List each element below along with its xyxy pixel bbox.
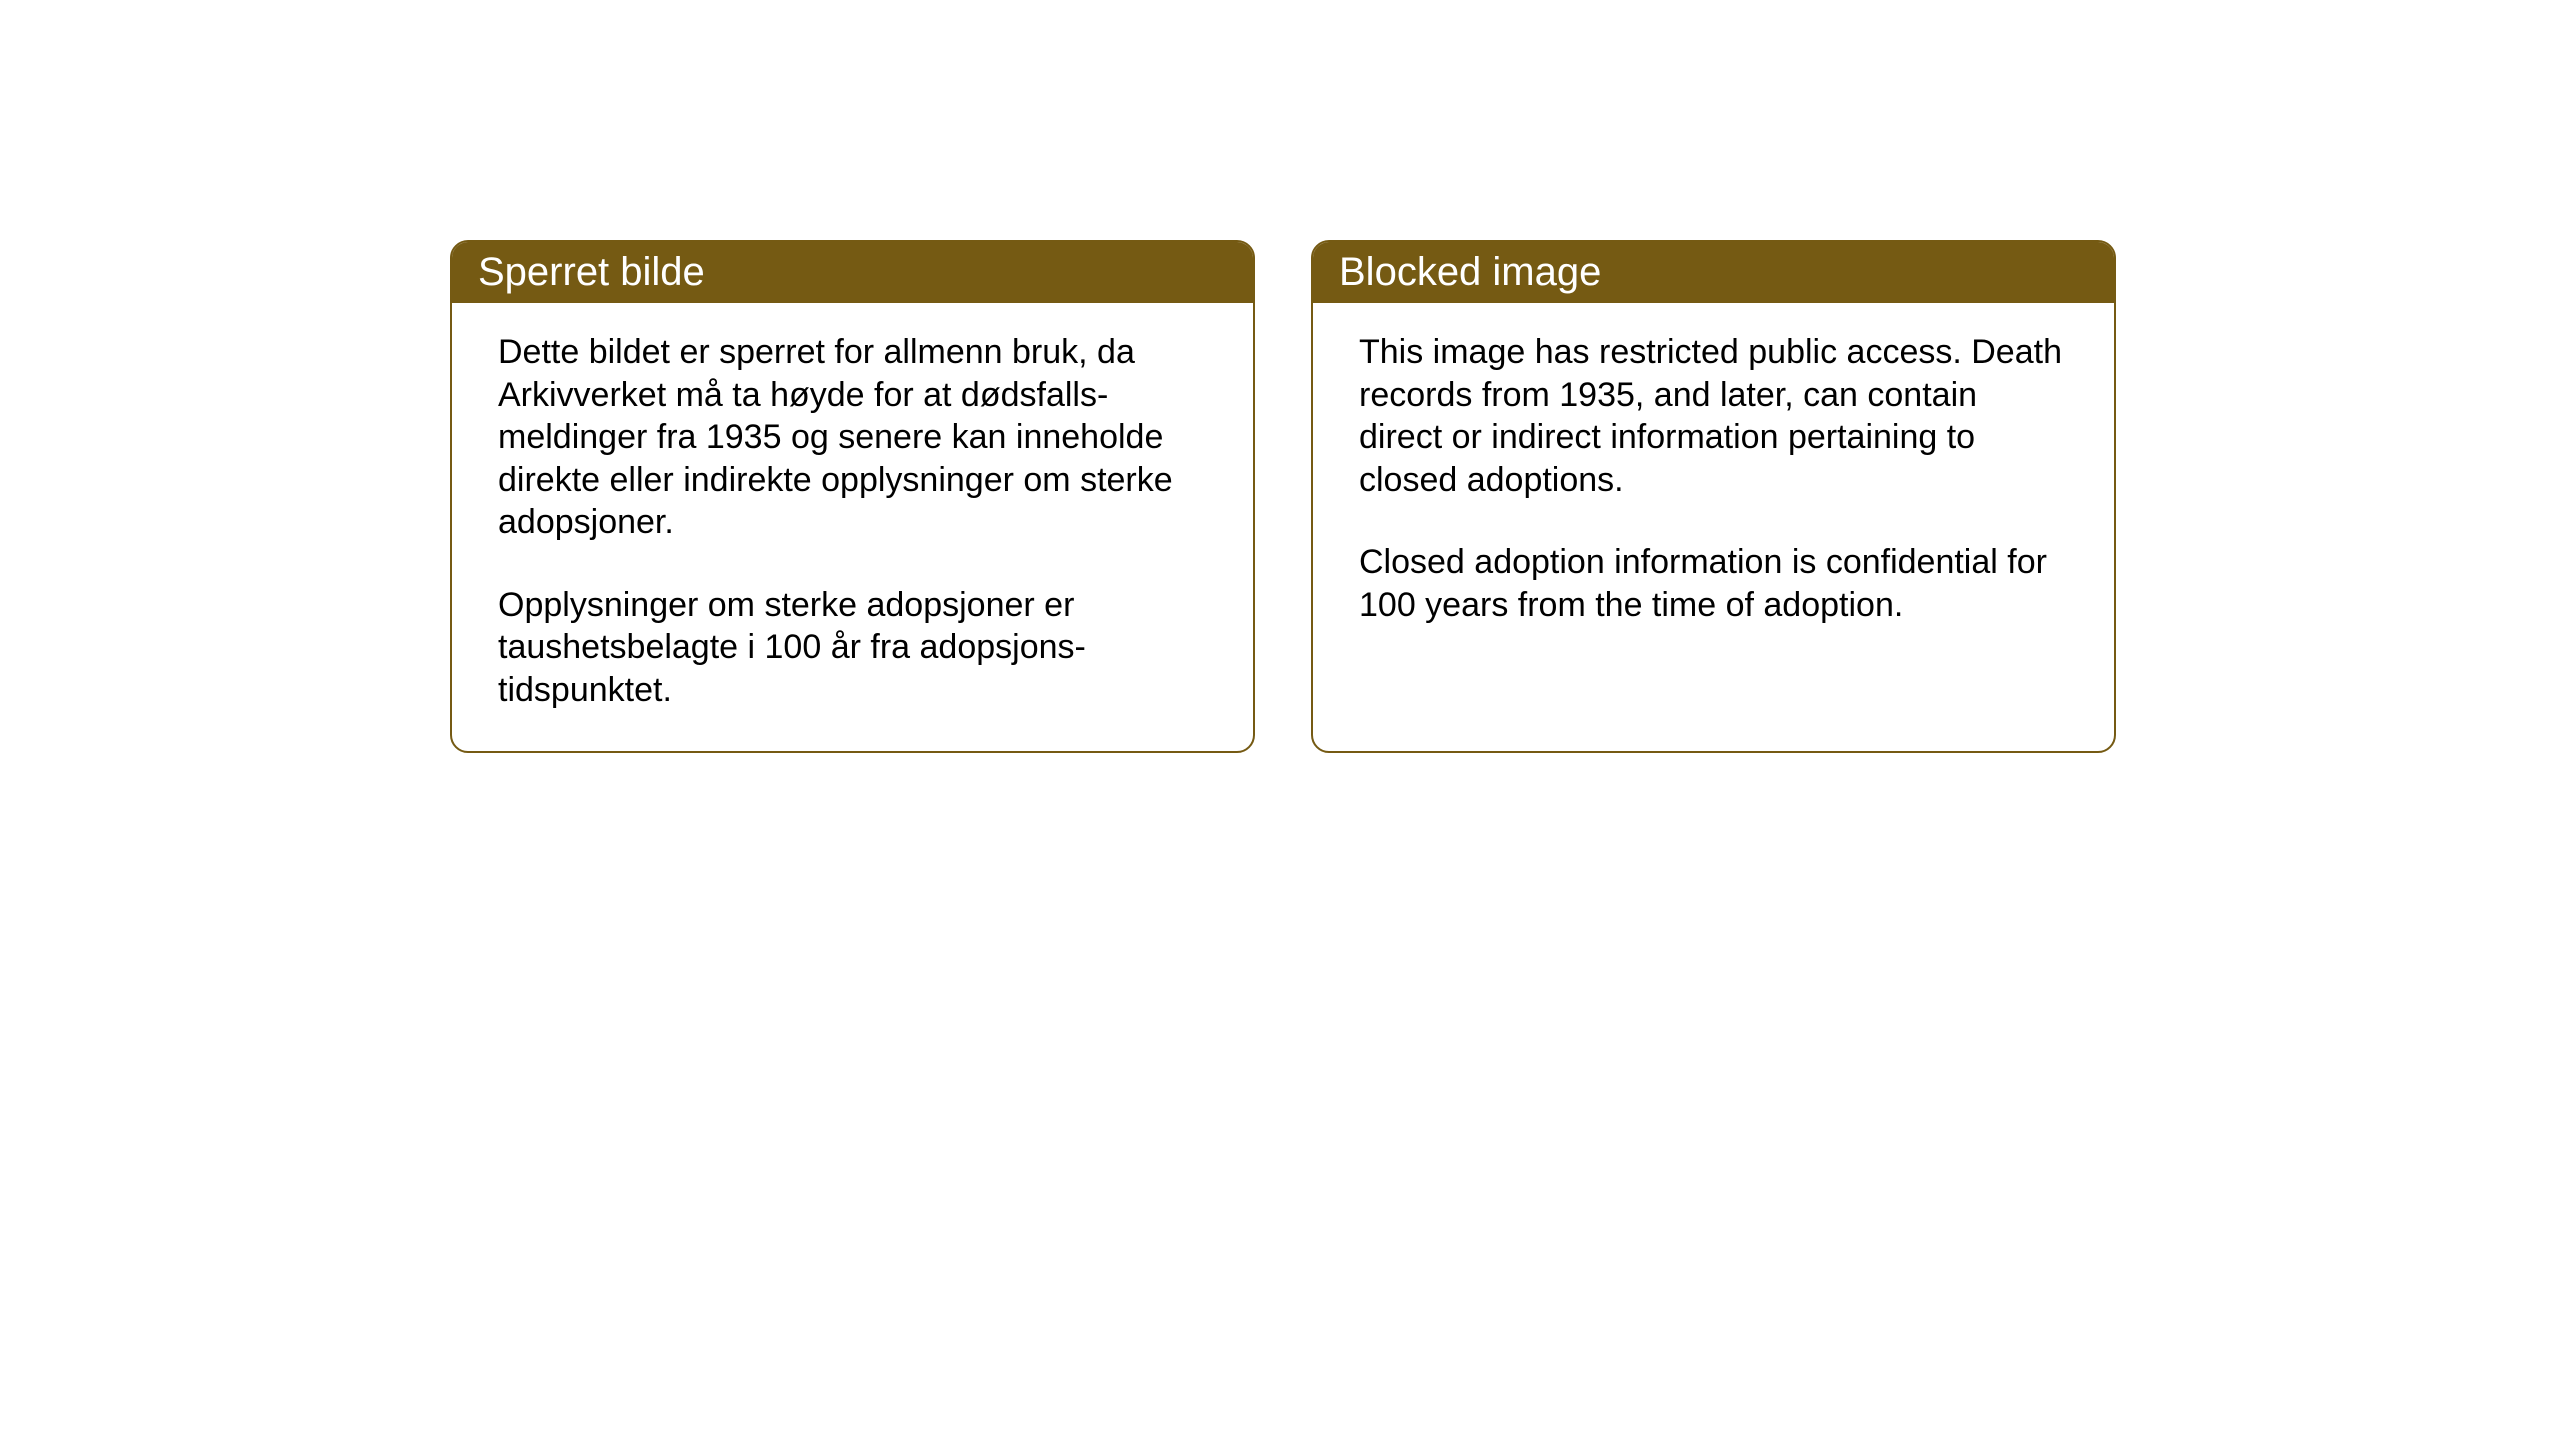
notice-container: Sperret bilde Dette bildet er sperret fo… [450,240,2116,753]
norwegian-card-body: Dette bildet er sperret for allmenn bruk… [452,303,1253,751]
norwegian-paragraph-1: Dette bildet er sperret for allmenn bruk… [498,331,1207,544]
english-notice-card: Blocked image This image has restricted … [1311,240,2116,753]
english-paragraph-2: Closed adoption information is confident… [1359,541,2068,626]
norwegian-notice-card: Sperret bilde Dette bildet er sperret fo… [450,240,1255,753]
norwegian-card-title: Sperret bilde [452,242,1253,303]
english-card-title: Blocked image [1313,242,2114,303]
norwegian-paragraph-2: Opplysninger om sterke adopsjoner er tau… [498,584,1207,712]
english-card-body: This image has restricted public access.… [1313,303,2114,666]
english-paragraph-1: This image has restricted public access.… [1359,331,2068,501]
